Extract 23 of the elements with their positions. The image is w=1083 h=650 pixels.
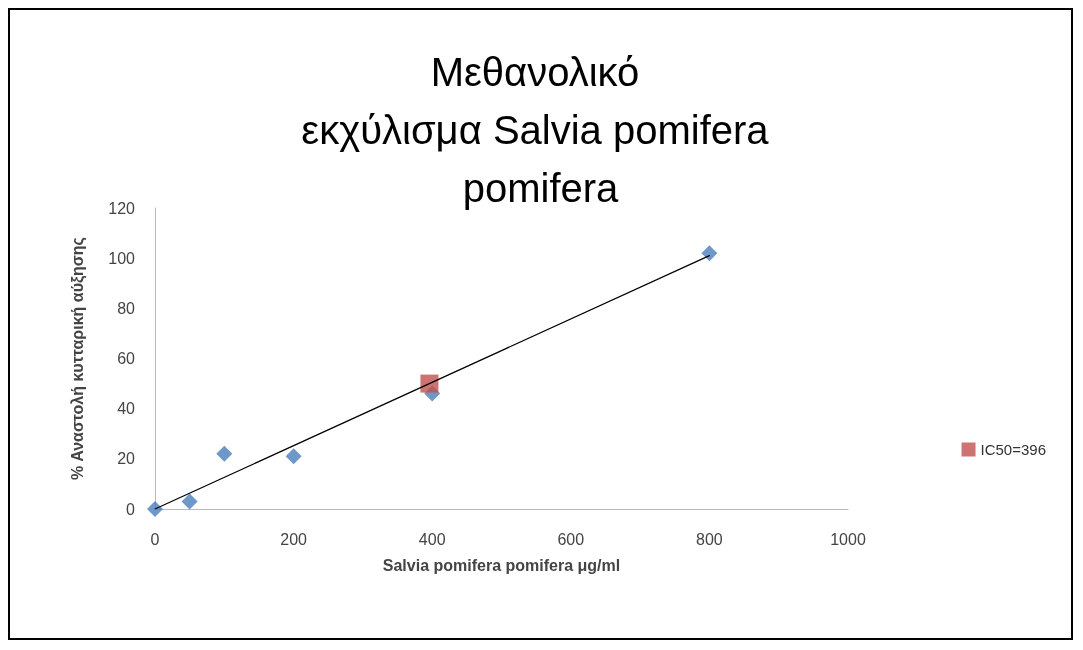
y-tick-label: 120 — [108, 199, 136, 217]
x-tick-label: 1000 — [830, 530, 866, 548]
point — [701, 245, 718, 262]
y-tick-label: 80 — [117, 299, 136, 317]
point — [216, 445, 233, 462]
x-tick-label: 0 — [150, 530, 160, 548]
y-tick-label: 60 — [117, 350, 136, 367]
point — [420, 374, 439, 393]
x-tick-label: 800 — [696, 530, 723, 548]
y-tick-label: 0 — [126, 500, 136, 518]
y-tick-label: 100 — [108, 249, 136, 267]
x-tick-label: 600 — [557, 530, 585, 548]
x-axis-title: Salvia pomifera pomifera μg/ml — [382, 556, 621, 574]
y-tick-label: 40 — [117, 400, 136, 418]
y-axis-title: % Αναστολή κυτταρική αύξησης — [68, 237, 87, 480]
legend-label: IC50=396 — [980, 441, 1047, 458]
x-tick-label: 400 — [418, 530, 446, 548]
point — [147, 501, 163, 517]
point — [285, 448, 302, 465]
chart-title: Μεθανολικό εκχύλισμα Salvia pomifera pomifera — [301, 50, 780, 210]
x-tick-label: 200 — [280, 530, 308, 548]
point — [181, 493, 198, 510]
y-tick-label: 20 — [117, 450, 136, 468]
